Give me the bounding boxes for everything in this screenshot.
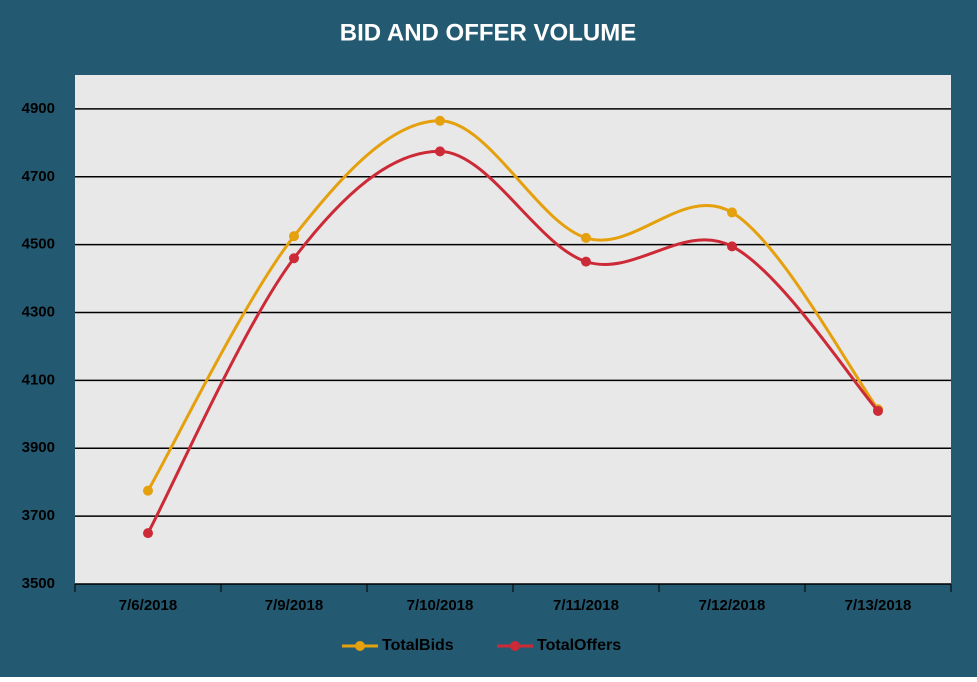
- legend-label: TotalBids: [382, 637, 454, 654]
- plot-area: [75, 75, 951, 584]
- y-tick-label: 3700: [22, 507, 55, 524]
- series-line: [146, 149, 880, 534]
- series-line: [146, 119, 880, 492]
- point: [581, 232, 591, 243]
- y-tick-label: 4100: [22, 371, 55, 388]
- chart-title: BID AND OFFER VOLUME: [340, 19, 636, 46]
- point: [143, 528, 153, 539]
- x-tick-label: 7/6/2018: [119, 597, 177, 614]
- y-tick-label: 4500: [22, 236, 55, 253]
- point: [435, 146, 445, 157]
- y-tick-label: 4900: [22, 100, 55, 117]
- y-tick-label: 4700: [22, 168, 55, 185]
- legend-label: TotalOffers: [537, 637, 621, 654]
- legend-marker: [510, 641, 520, 651]
- point: [143, 485, 153, 496]
- point: [581, 256, 591, 267]
- x-tick-label: 7/13/2018: [845, 597, 912, 614]
- point: [289, 253, 299, 264]
- point: [727, 207, 737, 218]
- y-tick-label: 3500: [22, 575, 55, 592]
- y-tick-label: 3900: [22, 439, 55, 456]
- point: [435, 115, 445, 126]
- x-tick-label: 7/9/2018: [265, 597, 323, 614]
- x-tick-label: 7/11/2018: [553, 597, 619, 614]
- legend-marker: [355, 641, 365, 651]
- point: [873, 405, 883, 416]
- x-tick-label: 7/12/2018: [699, 597, 766, 614]
- point: [289, 231, 299, 242]
- point: [727, 241, 737, 252]
- y-tick-label: 4300: [22, 304, 55, 321]
- x-tick-label: 7/10/2018: [407, 597, 474, 614]
